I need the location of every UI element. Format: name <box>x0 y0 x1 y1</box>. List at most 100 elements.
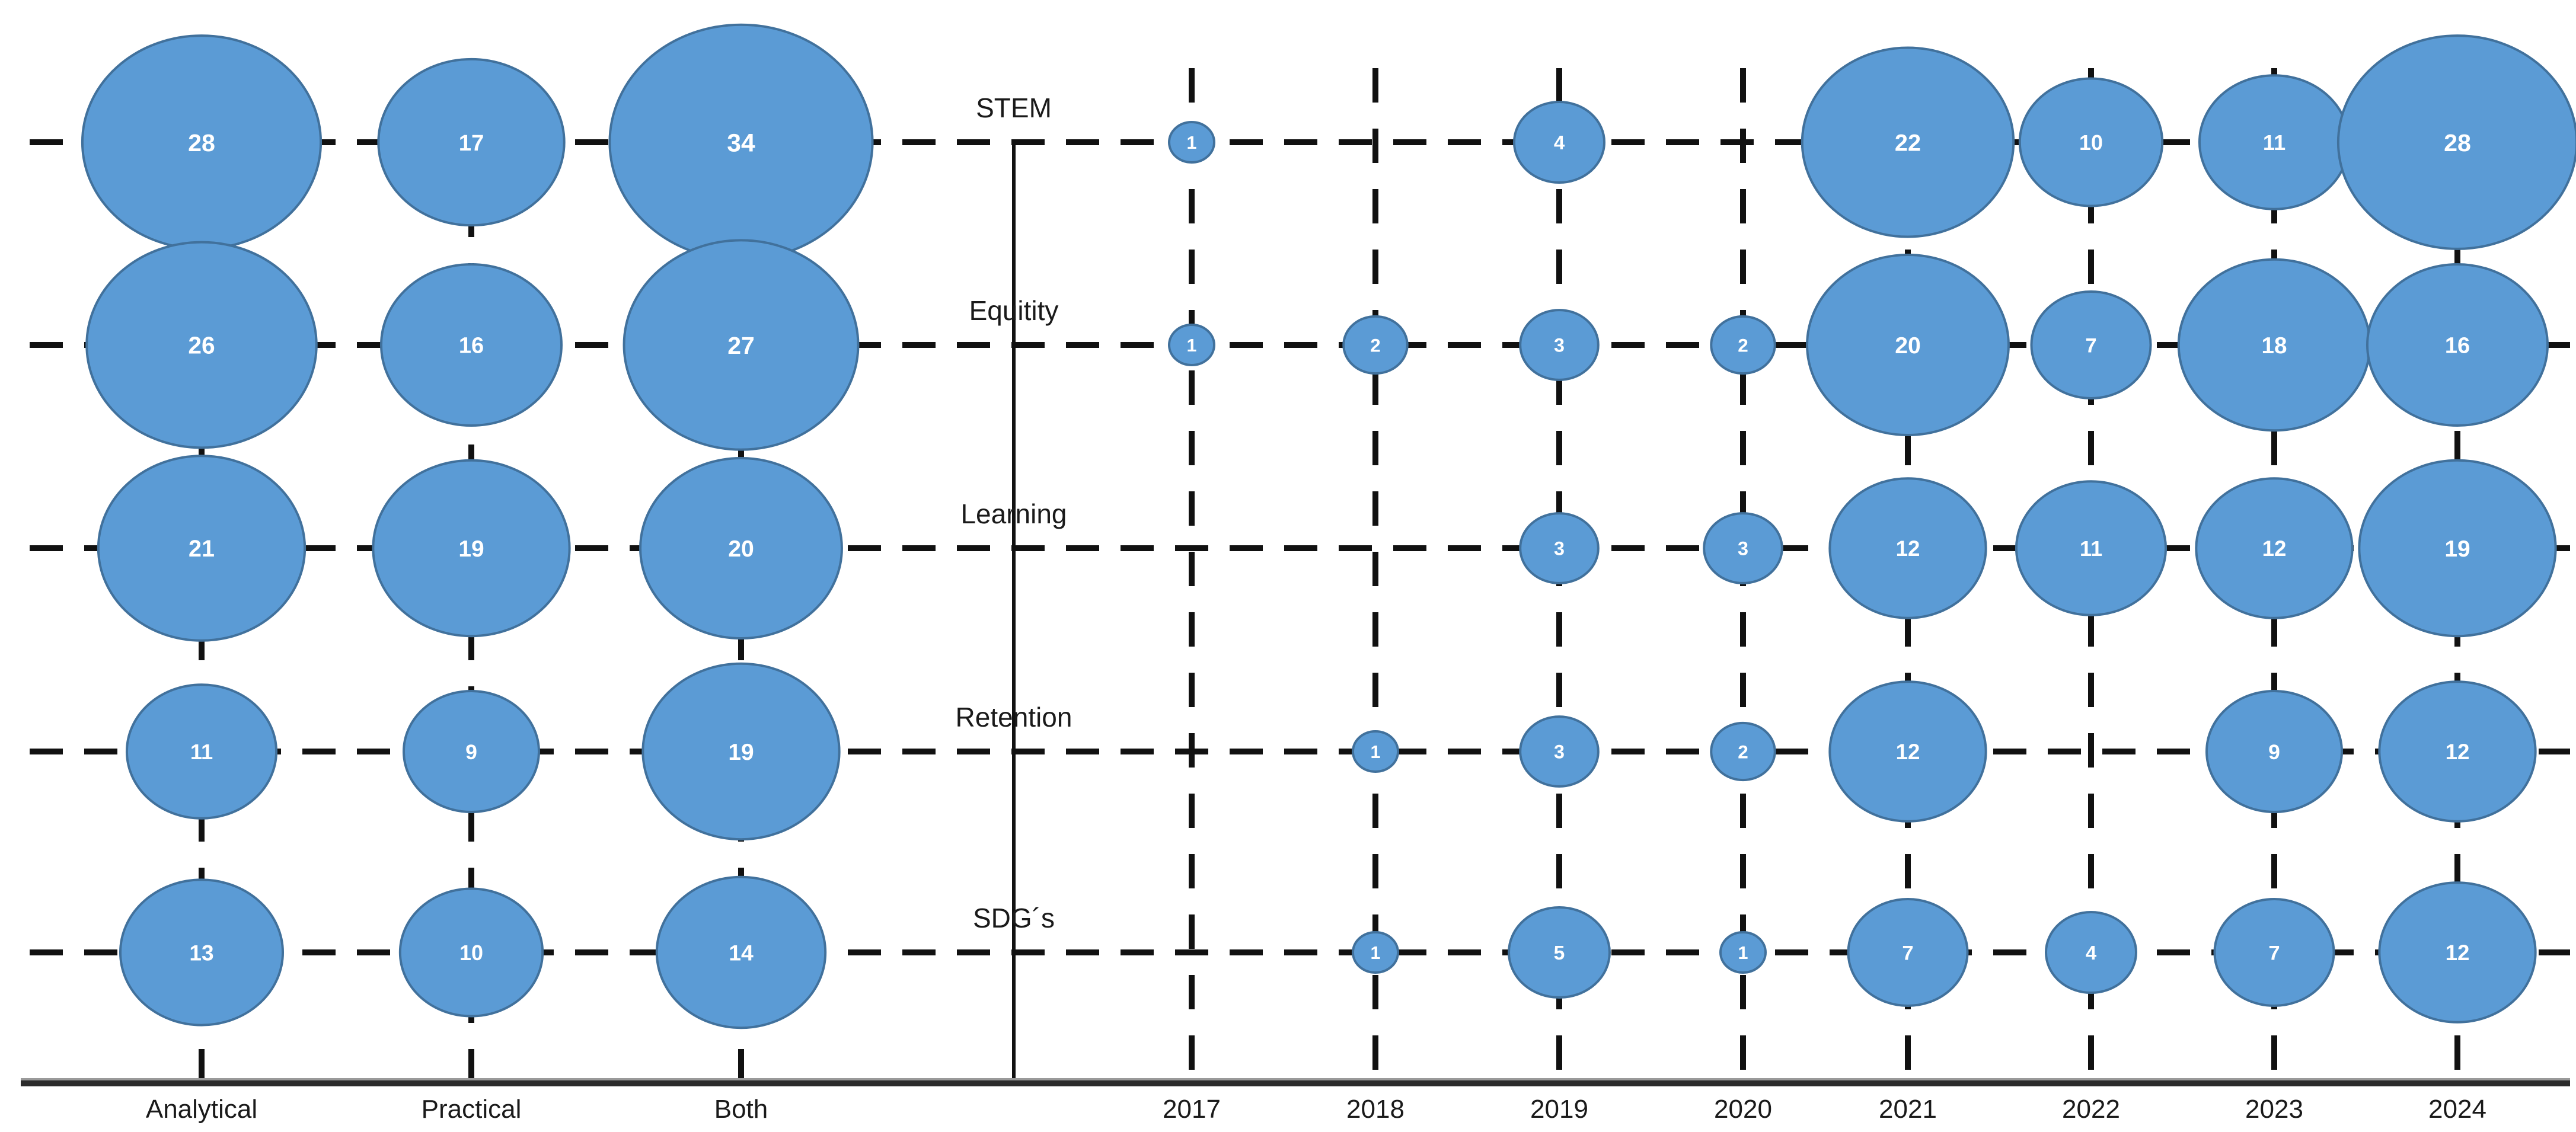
bubble <box>125 683 278 820</box>
bubble <box>1703 512 1783 584</box>
bubble-value-label: 3 <box>1554 741 1565 763</box>
bubble-value-label: 28 <box>188 129 215 156</box>
bubble-value-label: 1 <box>1371 742 1381 762</box>
x-axis-label-approach: Practical <box>422 1095 522 1124</box>
x-axis-label-approach: Both <box>714 1095 768 1124</box>
bubble-value-label: 3 <box>1554 538 1565 559</box>
bubble <box>398 887 544 1018</box>
bubble-value-label: 1 <box>1371 943 1381 963</box>
bubble-value-label: 5 <box>1554 942 1565 964</box>
bubble-value-label: 12 <box>2446 740 2470 764</box>
bubble-value-label: 12 <box>2262 536 2287 561</box>
bubble-value-label: 1 <box>1187 133 1197 153</box>
bubble <box>623 239 860 451</box>
bubble <box>2336 34 2576 250</box>
bubble-value-label: 7 <box>1902 942 1913 964</box>
x-axis-label-approach: Analytical <box>146 1095 257 1124</box>
bubble-value-label: 7 <box>2085 334 2096 357</box>
bubble-value-label: 20 <box>728 536 754 562</box>
bubble-value-label: 19 <box>2444 536 2470 562</box>
bubble <box>1828 680 1987 823</box>
bubble-value-label: 4 <box>2086 942 2097 964</box>
bubble-value-label: 2 <box>1738 741 1748 762</box>
x-axis-label-year: 2019 <box>1530 1095 1588 1124</box>
bubble <box>1342 315 1409 375</box>
bubble <box>1168 121 1215 164</box>
bubble-value-label: 3 <box>1554 335 1565 356</box>
bubble-value-label: 17 <box>459 130 484 156</box>
bubble <box>641 662 841 841</box>
bubble-value-label: 18 <box>2262 333 2287 359</box>
bubble-value-label: 1 <box>1738 943 1748 963</box>
bubble-value-label: 9 <box>465 740 477 764</box>
bubble <box>1519 512 1600 584</box>
x-axis-label-year: 2022 <box>2062 1095 2120 1124</box>
bubble-value-label: 4 <box>1554 132 1565 154</box>
bubble <box>403 690 540 813</box>
bubble-value-label: 9 <box>2268 740 2280 764</box>
bubble <box>1806 253 2010 437</box>
bubble <box>1508 906 1611 999</box>
bubble <box>1352 931 1399 974</box>
bubble-value-label: 19 <box>728 740 754 765</box>
bubble <box>639 456 843 640</box>
bubble <box>119 878 285 1027</box>
bubble-value-label: 11 <box>190 740 213 764</box>
bubble <box>1519 715 1600 788</box>
bubble-value-label: 21 <box>189 536 215 562</box>
row-label: SDG´s <box>973 903 1055 933</box>
bubble-value-label: 20 <box>1895 333 1921 359</box>
bubble <box>2030 290 2152 399</box>
bubble-value-label: 34 <box>727 129 755 157</box>
bubble <box>1513 101 1605 184</box>
bubble <box>1168 324 1215 366</box>
bubble <box>97 455 307 642</box>
row-label: STEM <box>976 92 1052 123</box>
bubble <box>1801 46 2015 238</box>
bubble <box>380 263 563 427</box>
bubble-value-label: 2 <box>1738 334 1748 356</box>
x-axis-label-year: 2024 <box>2428 1095 2486 1124</box>
bubble <box>1352 730 1399 773</box>
x-axis-label-year: 2021 <box>1879 1095 1937 1124</box>
bubble <box>2195 477 2354 619</box>
bubble <box>2213 898 2335 1007</box>
x-axis-label-year: 2020 <box>1714 1095 1772 1124</box>
bubble <box>2205 690 2343 813</box>
bubble <box>2015 480 2168 616</box>
bubble <box>1710 721 1776 782</box>
bubble <box>2358 459 2557 638</box>
bubble-value-label: 11 <box>2263 130 2285 155</box>
bubble-value-label: 19 <box>458 536 484 562</box>
bubble-value-label: 2 <box>1370 334 1381 356</box>
bubble-value-label: 28 <box>2444 129 2471 156</box>
bubble-value-label: 22 <box>1895 130 1921 156</box>
bubble <box>377 57 566 227</box>
x-axis-line-highlight <box>21 1078 2570 1080</box>
x-axis-label-year: 2017 <box>1163 1095 1221 1124</box>
x-axis-line <box>21 1080 2570 1086</box>
bubble-value-label: 12 <box>2446 941 2470 965</box>
row-label: Retention <box>956 702 1072 733</box>
bubble <box>2378 881 2537 1024</box>
bubble <box>372 459 571 638</box>
bubble-value-label: 16 <box>2445 334 2470 359</box>
bubble <box>1828 477 1987 619</box>
row-label: Equitity <box>969 295 1059 326</box>
bubble-value-label: 10 <box>2079 131 2103 155</box>
bubble <box>655 875 827 1029</box>
bubble-value-label: 26 <box>188 332 215 359</box>
bubble <box>1710 315 1776 375</box>
bubble <box>2045 911 2137 994</box>
bubble <box>1847 898 1969 1007</box>
bubble-value-label: 14 <box>729 940 754 965</box>
x-axis-label-year: 2018 <box>1346 1095 1404 1124</box>
bubble-value-label: 7 <box>2268 942 2280 964</box>
bubble-value-label: 16 <box>459 334 484 359</box>
x-axis-label-year: 2023 <box>2245 1095 2303 1124</box>
bubble-value-label: 12 <box>1896 740 1920 764</box>
bubble <box>2018 77 2164 207</box>
bubble-value-label: 10 <box>459 941 483 965</box>
